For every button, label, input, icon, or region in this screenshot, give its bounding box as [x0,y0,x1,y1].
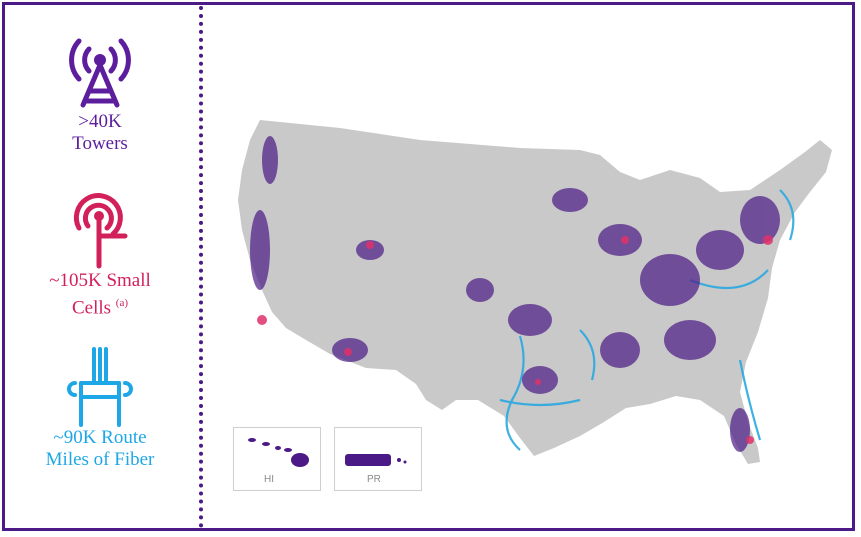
hawaii-inset: HI [233,427,321,491]
puerto-rico-label: PR [367,474,381,485]
fiber-count: ~90K Route [53,427,147,448]
fiber-routes [499,189,795,451]
dotted-divider [199,6,203,528]
outer-frame [2,2,855,531]
us-landmass [238,120,832,464]
small-cell-clusters [257,235,773,444]
hawaii-label: HI [264,474,274,485]
legend-panel: >40K Towers ~105K Small Cells (a) [5,5,195,525]
legend-small-cells: ~105K Small Cells (a) [5,188,195,319]
cell-tower-icon [69,38,131,108]
fiber-cable-icon [67,347,133,427]
legend-towers: >40K Towers [5,33,195,155]
legend-fiber: ~90K Route Miles of Fiber [5,345,195,471]
small-cells-label: Cells (a) [5,292,195,319]
puerto-rico-map [345,454,407,466]
small-cells-count: ~105K Small [49,270,151,291]
small-cell-icon [73,193,128,269]
fiber-label: Miles of Fiber [45,449,155,470]
towers-count: >40K [78,111,122,132]
small-cells-footnote: (a) [115,297,129,309]
us-coverage-map [238,120,832,464]
tower-clusters [250,136,780,452]
towers-label: Towers [72,133,128,154]
small-cells-text: Cells [71,297,112,319]
puerto-rico-inset: PR [334,427,422,491]
hawaii-map [248,438,309,467]
